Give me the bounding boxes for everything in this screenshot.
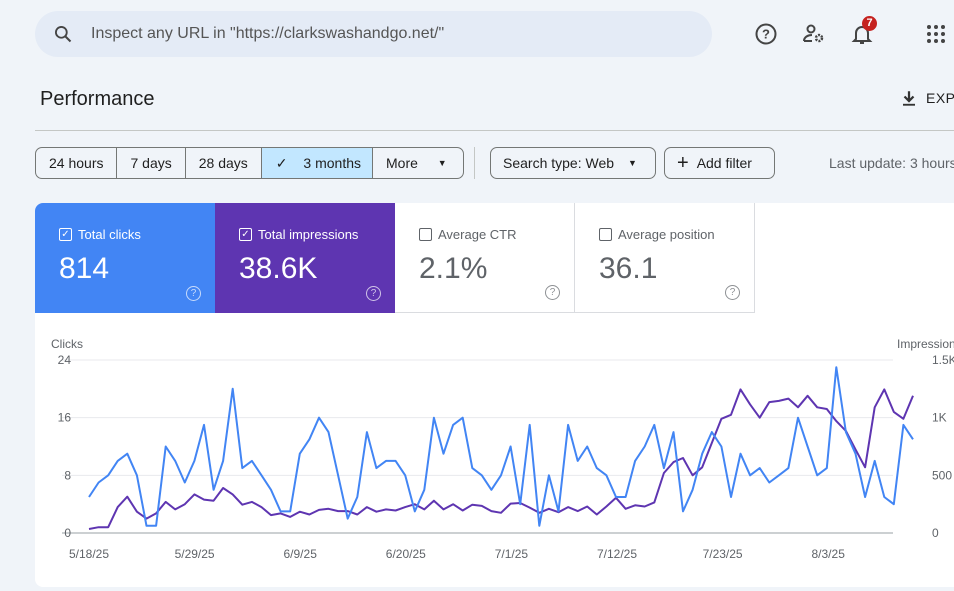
download-icon	[903, 91, 915, 106]
metric-label: Average position	[618, 227, 715, 242]
performance-chart: Clicks Impressions 0 0 8 500 16 1K 24 1.5K 5/18/…	[51, 337, 954, 561]
y-tick-label-right: 1.5K	[932, 353, 954, 367]
metric-label: Average CTR	[438, 227, 517, 242]
y-tick-label-left: 8	[64, 468, 71, 482]
metric-card-total-impressions[interactable]: ✓ Total impressions 38.6K ?	[215, 203, 395, 313]
help-icon[interactable]: ?	[366, 286, 381, 301]
range-7-days[interactable]: 7 days	[117, 148, 186, 178]
y-tick-label-right: 0	[932, 526, 939, 540]
caret-down-icon: ▼	[437, 158, 447, 168]
checkbox-checked-icon[interactable]: ✓	[59, 228, 72, 241]
export-button[interactable]: EXPORT	[900, 89, 954, 107]
metric-value: 36.1	[599, 252, 658, 285]
checkbox-unchecked-icon[interactable]	[599, 228, 612, 241]
url-inspect-search[interactable]	[35, 11, 712, 57]
metric-card-average-position[interactable]: Average position 36.1 ?	[575, 203, 755, 313]
x-tick-label: 7/12/25	[597, 547, 637, 561]
search-type-label: Search type: Web	[503, 155, 615, 171]
search-icon	[55, 26, 72, 43]
metric-value: 2.1%	[419, 252, 488, 285]
help-icon[interactable]: ?	[754, 22, 778, 46]
check-icon: ✓	[275, 155, 288, 171]
page-title: Performance	[40, 88, 155, 110]
metric-value: 38.6K	[239, 252, 318, 285]
range-label: 7 days	[130, 155, 172, 171]
checkbox-unchecked-icon[interactable]	[419, 228, 432, 241]
performance-panel: ✓ Total clicks 814 ? ✓ Total impressions 3…	[35, 203, 954, 587]
x-tick-label: 8/3/25	[812, 547, 846, 561]
notification-badge: 7	[862, 16, 877, 31]
divider	[35, 130, 954, 131]
divider	[474, 147, 475, 179]
help-icon[interactable]: ?	[725, 285, 740, 300]
y-tick-label-right: 500	[932, 468, 952, 482]
range-label: More	[386, 155, 418, 171]
caret-down-icon: ▼	[628, 158, 637, 168]
metric-label: Total impressions	[258, 227, 359, 242]
series-line-clicks	[88, 366, 914, 527]
range-label: 3 months	[303, 155, 361, 171]
x-tick-label: 7/1/25	[495, 547, 529, 561]
y-tick-label-left: 16	[58, 411, 72, 425]
y-axis-label-left: Clicks	[51, 337, 83, 351]
range-24-hours[interactable]: 24 hours	[36, 148, 118, 178]
last-update-text: Last update: 3 hours ago	[829, 155, 954, 171]
search-type-filter[interactable]: Search type: Web ▼	[490, 147, 656, 179]
x-tick-label: 7/23/25	[703, 547, 743, 561]
add-filter-button[interactable]: + Add filter	[664, 147, 775, 179]
date-range-selector: 24 hours 7 days 28 days ✓ 3 months More …	[35, 147, 464, 179]
checkbox-checked-icon[interactable]: ✓	[239, 228, 252, 241]
metric-card-total-clicks[interactable]: ✓ Total clicks 814 ?	[35, 203, 215, 313]
series-line-impressions	[88, 388, 914, 530]
export-label: EXPORT	[926, 90, 954, 106]
y-tick-label-left: 24	[58, 353, 72, 367]
metric-card-average-ctr[interactable]: Average CTR 2.1% ?	[395, 203, 575, 313]
x-tick-label: 6/9/25	[284, 547, 318, 561]
add-filter-label: Add filter	[696, 155, 752, 171]
range-3-months[interactable]: ✓ 3 months	[261, 148, 373, 178]
svg-text:?: ?	[762, 27, 770, 42]
y-tick-label-left: 0	[64, 526, 71, 540]
x-tick-label: 5/18/25	[69, 547, 109, 561]
help-icon[interactable]: ?	[545, 285, 560, 300]
metric-label: Total clicks	[78, 227, 141, 242]
manage-users-icon[interactable]	[802, 22, 826, 46]
y-tick-label-right: 1K	[932, 411, 947, 425]
x-tick-label: 6/20/25	[386, 547, 426, 561]
plus-icon: +	[677, 152, 689, 174]
y-axis-label-right: Impressions	[897, 337, 954, 351]
metric-value: 814	[59, 252, 110, 285]
apps-icon[interactable]	[924, 22, 948, 46]
url-inspect-input[interactable]	[89, 24, 653, 44]
help-icon[interactable]: ?	[186, 286, 201, 301]
x-tick-label: 5/29/25	[175, 547, 215, 561]
range-more-dropdown[interactable]: More ▼	[373, 148, 463, 178]
range-label: 24 hours	[49, 155, 104, 171]
range-28-days[interactable]: 28 days	[186, 148, 262, 178]
range-label: 28 days	[198, 155, 248, 171]
